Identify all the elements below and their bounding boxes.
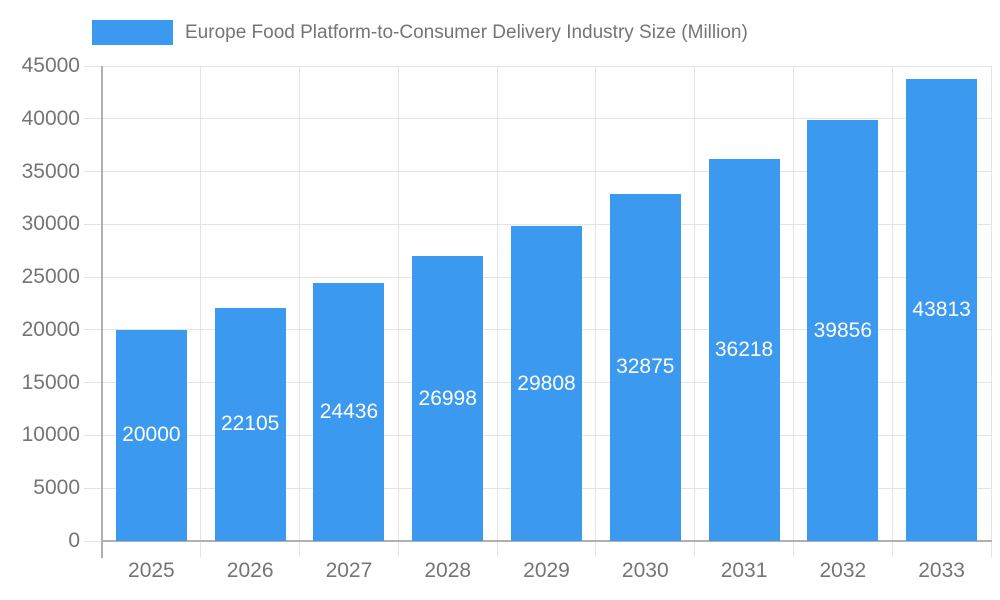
x-gridline: [496, 66, 498, 541]
bar[interactable]: [511, 226, 582, 541]
bar-value-label: 39856: [813, 318, 873, 342]
y-axis-tick-label: 10000: [21, 423, 80, 447]
y-tick-mark: [84, 65, 102, 67]
y-tick-mark: [84, 118, 102, 120]
x-gridline: [299, 66, 301, 541]
y-tick-mark: [84, 329, 102, 331]
x-tick-mark: [397, 541, 399, 557]
y-axis-tick-label: 30000: [21, 212, 80, 236]
bar[interactable]: [313, 283, 385, 541]
x-axis-tick-label: 2032: [819, 559, 867, 582]
bar-value-label: 43813: [912, 297, 971, 321]
bar-value-label: 29808: [517, 371, 576, 395]
bar[interactable]: [609, 193, 681, 541]
y-axis-tick-label: 25000: [21, 265, 80, 289]
x-axis-tick-label: 2028: [424, 559, 472, 582]
x-tick-mark: [595, 541, 597, 557]
bar[interactable]: [412, 256, 484, 541]
y-tick-mark: [84, 382, 102, 384]
x-tick-mark: [891, 541, 893, 557]
y-tick-mark: [84, 171, 102, 173]
bar[interactable]: [807, 120, 879, 541]
x-gridline: [200, 66, 202, 541]
x-tick-mark: [990, 541, 992, 557]
x-axis-tick-label: 2025: [128, 559, 175, 582]
bar[interactable]: [906, 78, 978, 541]
y-gridline: [102, 65, 991, 67]
y-gridline: [102, 223, 991, 225]
y-axis-line: [101, 66, 103, 558]
y-axis-tick-label: 15000: [21, 370, 80, 394]
bar-value-label: 26998: [418, 386, 477, 410]
y-tick-mark: [84, 487, 102, 489]
x-axis-tick-label: 2033: [918, 559, 965, 582]
x-tick-mark: [694, 541, 696, 557]
x-tick-mark: [792, 541, 794, 557]
x-axis-tick-label: 2029: [523, 559, 570, 582]
y-gridline: [102, 118, 991, 120]
bar[interactable]: [708, 158, 780, 541]
bar-value-label: 24436: [319, 400, 379, 424]
y-tick-mark: [84, 223, 102, 225]
x-axis-tick-label: 2027: [325, 559, 373, 582]
y-tick-mark: [84, 434, 102, 436]
x-axis-tick-label: 2026: [226, 559, 274, 582]
legend-item[interactable]: Europe Food Platform-to-Consumer Deliver…: [92, 20, 748, 45]
x-gridline: [891, 66, 893, 541]
y-tick-mark: [84, 540, 102, 542]
bar-value-label: 36218: [714, 337, 774, 361]
y-axis-tick-label: 35000: [21, 159, 80, 183]
legend-label: Europe Food Platform-to-Consumer Deliver…: [185, 21, 748, 43]
x-tick-mark: [299, 541, 301, 557]
y-axis-tick-label: 0: [68, 529, 80, 552]
y-axis-tick-label: 20000: [21, 317, 80, 341]
bar[interactable]: [115, 329, 187, 541]
x-gridline: [397, 66, 399, 541]
y-gridline: [102, 171, 991, 173]
bar-value-label: 32875: [616, 355, 675, 379]
y-axis-tick-label: 45000: [21, 54, 80, 77]
x-tick-mark: [496, 541, 498, 557]
bar-value-label: 22105: [220, 412, 280, 436]
x-axis-tick-label: 2030: [621, 559, 669, 582]
bar-value-label: 20000: [122, 423, 181, 447]
x-gridline: [595, 66, 597, 541]
x-gridline: [990, 66, 992, 541]
legend-swatch-icon: [92, 20, 173, 45]
x-gridline: [792, 66, 794, 541]
bar[interactable]: [214, 307, 286, 541]
x-axis-line: [101, 540, 992, 542]
x-tick-mark: [200, 541, 202, 557]
x-gridline: [694, 66, 696, 541]
y-tick-mark: [84, 276, 102, 278]
x-axis-tick-label: 2031: [720, 559, 768, 582]
y-axis-tick-label: 40000: [21, 106, 80, 130]
y-axis-tick-label: 5000: [33, 476, 80, 500]
